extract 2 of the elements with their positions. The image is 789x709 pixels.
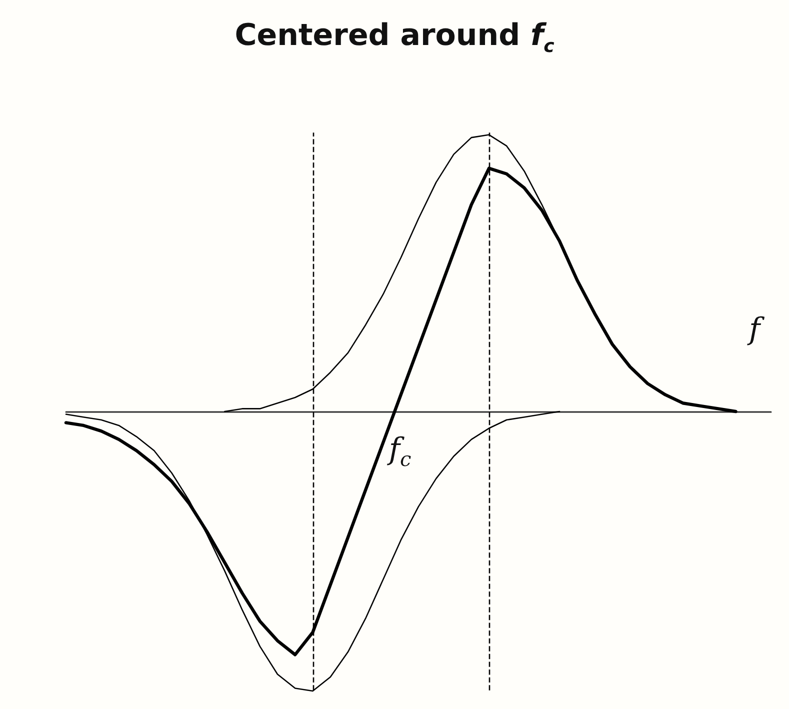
annotation: f$_{c}$ bbox=[388, 432, 412, 470]
chart-title: Centered around f$_{c}$ bbox=[234, 18, 556, 57]
